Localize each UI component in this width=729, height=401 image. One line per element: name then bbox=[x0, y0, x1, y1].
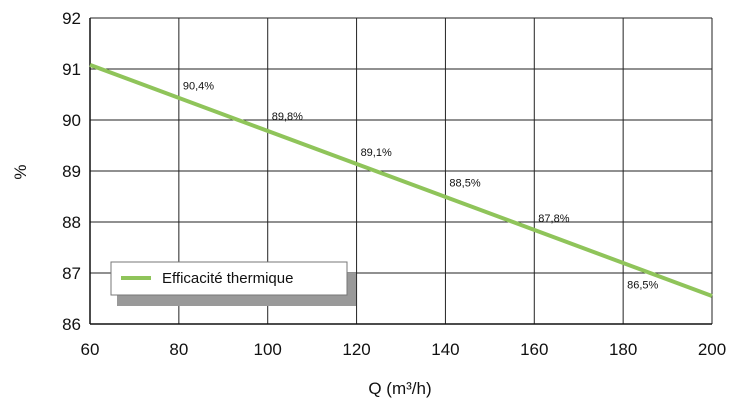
x-tick-label: 180 bbox=[609, 340, 637, 359]
axis-layer bbox=[89, 18, 712, 325]
grid-layer bbox=[89, 17, 713, 325]
y-tick-label: 86 bbox=[62, 315, 81, 334]
data-label: 87,8% bbox=[538, 213, 569, 225]
data-label: 90,4% bbox=[183, 81, 214, 93]
y-tick-label: 91 bbox=[62, 60, 81, 79]
x-tick-label: 100 bbox=[254, 340, 282, 359]
x-tick-label: 120 bbox=[342, 340, 370, 359]
y-axis-title: % bbox=[11, 164, 30, 179]
data-label: 89,8% bbox=[272, 111, 303, 123]
y-tick-label: 87 bbox=[62, 264, 81, 283]
data-label: 89,1% bbox=[361, 147, 392, 159]
x-axis-title: Q (m³/h) bbox=[368, 379, 431, 398]
legend-label: Efficacité thermique bbox=[162, 270, 293, 287]
tick-label-layer: 60 80 100 120 140 160 180 200 86 87 88 89 90 91 92 bbox=[62, 9, 726, 359]
legend: Efficacité thermique bbox=[110, 261, 356, 306]
data-label-layer: 90,4% 89,8% 89,1% 88,5% 87,8% 86,5% bbox=[183, 81, 659, 292]
y-tick-label: 88 bbox=[62, 213, 81, 232]
y-tick-label: 92 bbox=[62, 9, 81, 28]
x-tick-label: 80 bbox=[169, 340, 188, 359]
y-tick-label: 90 bbox=[62, 111, 81, 130]
x-tick-label: 200 bbox=[698, 340, 726, 359]
x-tick-label: 140 bbox=[431, 340, 459, 359]
x-tick-label: 60 bbox=[81, 340, 100, 359]
y-tick-label: 89 bbox=[62, 162, 81, 181]
series-layer bbox=[89, 63, 713, 298]
x-tick-label: 160 bbox=[520, 340, 548, 359]
series-line-efficacite-thermique bbox=[89, 63, 713, 298]
data-label: 88,5% bbox=[449, 178, 480, 190]
data-label: 86,5% bbox=[627, 280, 658, 292]
